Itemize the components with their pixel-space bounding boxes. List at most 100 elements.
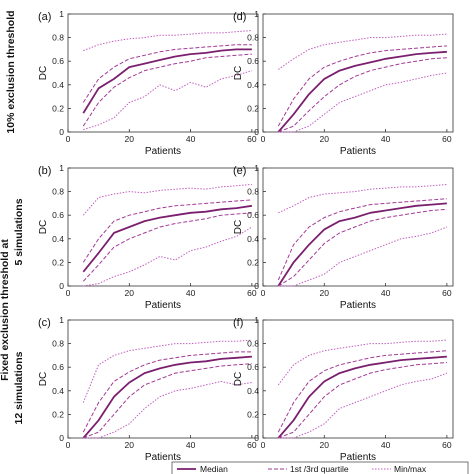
y-tick-label: 0.4 [247,234,259,244]
x-tick-label: 20 [125,134,135,144]
x-tick-label: 40 [186,134,196,144]
x-tick-label: 60 [247,134,257,144]
x-tick-label: 60 [442,288,452,298]
legend-median-label: Median [200,464,228,474]
y-tick-label: 1 [254,163,259,173]
y-tick-label: 0.8 [52,339,64,349]
panel-label: (c) [38,317,51,329]
panel-f: 0 0.2 0.4 0.6 0.8 1 0 20 40 60 Patients DC (f) [233,315,454,463]
series-line-quartile [278,208,447,287]
y-tick-label: 0.6 [247,56,259,66]
y-tick-label: 0.6 [247,210,259,220]
x-tick-label: 20 [125,288,135,298]
x-axis-label: Patients [145,452,181,463]
y-tick-label: 0.8 [52,33,64,43]
row-label-bottom: 12 simulations [13,351,25,424]
x-tick-label: 60 [247,440,257,450]
x-tick-label: 0 [261,440,266,450]
series-line-minmax [278,184,447,214]
x-tick-label: 20 [125,440,135,450]
x-tick-label: 60 [442,134,452,144]
y-tick-label: 0.4 [52,234,64,244]
series-line-quartile [83,363,252,439]
x-tick-label: 20 [320,440,330,450]
series-line-minmax [83,30,252,52]
x-tick-label: 0 [66,288,71,298]
panel-label: (f) [233,317,243,329]
series-line-quartile [277,198,447,281]
series-line-minmax [278,72,447,133]
y-tick-label: 0.6 [52,56,64,66]
series-line-quartile [82,212,252,282]
x-tick-label: 0 [66,440,71,450]
legend-box [171,461,469,474]
y-axis-label: DC [233,372,244,386]
y-tick-label: 1 [254,9,259,19]
y-tick-label: 0.2 [52,103,64,113]
plot-area-frame [67,13,259,133]
y-axis-label: DC [38,66,49,80]
y-axis-label: DC [38,372,49,386]
series-line-median [82,355,252,439]
y-tick-label: 0.4 [247,80,259,90]
y-tick-label: 0.2 [247,103,259,113]
panel-b: 0 0.2 0.4 0.6 0.8 1 0 20 40 60 Patients DC (b) [38,163,259,311]
series-line-median [82,48,252,114]
x-tick-label: 60 [442,440,452,450]
panel-label: (d) [233,11,246,23]
y-tick-label: 0.4 [247,386,259,396]
series-line-minmax [83,226,253,287]
y-axis-label: DC [38,220,49,234]
y-axis-label: DC [233,66,244,80]
legend: Median 1st /3rd quartile Min/max [171,461,469,474]
y-tick-label: 0.8 [52,187,64,197]
series-line-quartile [82,199,252,263]
y-tick-label: 0 [254,433,259,443]
y-tick-label: 1 [59,315,64,325]
y-tick-label: 0 [59,281,64,291]
y-tick-label: 0 [254,281,259,291]
y-tick-label: 0 [59,127,64,137]
series-line-quartile [82,44,252,103]
x-tick-label: 0 [261,134,266,144]
y-tick-label: 0.6 [52,210,64,220]
x-tick-label: 0 [261,288,266,298]
legend-quartile-label: 1st /3rd quartile [290,464,349,474]
y-tick-label: 0.6 [52,362,64,372]
series-line-median [82,204,253,273]
series-line-median [277,355,447,439]
y-tick-label: 0 [59,433,64,443]
x-tick-label: 20 [320,288,330,298]
series-line-minmax [82,184,252,216]
legend-minmax-label: Min/max [394,464,427,474]
y-tick-label: 0.2 [247,257,259,267]
series-line-median [277,202,447,287]
y-tick-label: 1 [59,9,64,19]
y-tick-label: 1 [254,315,259,325]
x-tick-label: 40 [381,134,391,144]
series-line-quartile [278,57,447,133]
y-tick-label: 0.4 [52,386,64,396]
series-line-minmax [278,226,448,287]
y-tick-label: 0.2 [52,409,64,419]
row-label-group-outer: Fixed exclusion threshold at [0,239,11,381]
series-line-quartile [277,350,447,433]
x-tick-label: 0 [66,134,71,144]
plot-area-frame [262,13,454,133]
y-tick-label: 0.4 [52,80,64,90]
y-tick-label: 1 [59,163,64,173]
x-axis-label: Patients [145,146,181,157]
plot-area-frame [262,319,454,439]
plot-area-frame [67,167,259,287]
y-tick-label: 0.8 [247,33,259,43]
panel-c: 0 0.2 0.4 0.6 0.8 1 0 20 40 60 Patients DC (c) [38,315,259,463]
series-line-minmax [83,380,252,439]
series-line-minmax [277,339,447,386]
series-line-minmax [82,339,252,403]
y-axis-label: DC [233,220,244,234]
series-line-quartile [277,45,447,127]
y-tick-label: 0 [254,127,259,137]
x-tick-label: 40 [186,288,196,298]
x-axis-label: Patients [340,300,376,311]
plot-area-frame [262,167,454,287]
